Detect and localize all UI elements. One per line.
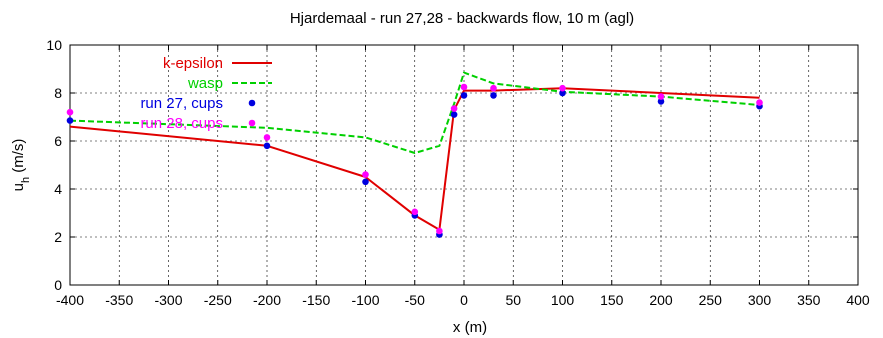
data-point	[460, 83, 468, 91]
data-point	[490, 84, 497, 92]
x-tick-label: 300	[748, 292, 772, 308]
x-tick-label: 100	[551, 292, 575, 308]
legend-label: k-epsilon	[163, 55, 223, 72]
data-point	[559, 84, 566, 92]
x-tick-label: -50	[405, 292, 425, 308]
legend-swatch	[248, 99, 256, 107]
series-1	[69, 71, 760, 154]
data-point	[362, 171, 369, 178]
legend-label: run 28, cups	[140, 115, 223, 132]
x-tick-label: -350	[105, 292, 133, 308]
legend: k-epsilon wasp run 27, cups run 28, cups	[140, 55, 272, 132]
x-axis-label: x (m)	[453, 319, 487, 336]
x-tick-label: 200	[649, 292, 673, 308]
y-tick-label: 4	[54, 181, 62, 197]
series-3	[66, 83, 763, 235]
x-tick-label: -400	[56, 292, 84, 308]
legend-swatch	[248, 119, 256, 127]
data-point	[436, 227, 443, 235]
y-tick-label: 8	[54, 85, 62, 101]
axis-ticks: -400 -350 -300 -250 -200 -150 -100 -50 0 50 100 150…	[46, 37, 869, 308]
data-point	[657, 98, 665, 105]
legend-label: run 27, cups	[140, 95, 223, 112]
data-point	[559, 89, 566, 97]
x-tick-label: 400	[846, 292, 870, 308]
y-tick-label: 6	[54, 133, 62, 149]
series-line	[69, 71, 760, 154]
x-tick-label: 250	[699, 292, 723, 308]
y-axis-label-subscript: h	[20, 177, 32, 183]
y-axis-label: uh (m/s)	[10, 139, 32, 192]
x-tick-label: -150	[302, 292, 330, 308]
y-axis-label-main: u	[10, 183, 27, 191]
chart-title: Hjardemaal - run 27,28 - backwards flow,…	[290, 10, 634, 27]
data-point	[362, 178, 369, 186]
grid	[70, 45, 858, 285]
x-tick-label: 150	[600, 292, 624, 308]
x-tick-label: 50	[505, 292, 521, 308]
x-tick-label: -250	[204, 292, 232, 308]
data-point	[450, 111, 458, 118]
x-tick-label: 350	[797, 292, 821, 308]
data-point	[411, 208, 419, 216]
data-point	[263, 142, 271, 150]
y-tick-label: 2	[54, 229, 62, 245]
data-point	[263, 134, 271, 141]
data-point	[490, 92, 497, 99]
data-point	[66, 117, 74, 124]
data-point	[657, 93, 665, 100]
x-tick-label: -300	[154, 292, 182, 308]
series-layer	[66, 71, 763, 238]
legend-label: wasp	[187, 75, 223, 92]
y-axis-label-unit: (m/s)	[10, 139, 27, 177]
data-point	[450, 105, 458, 112]
y-tick-label: 10	[46, 37, 62, 53]
x-tick-label: -100	[351, 292, 379, 308]
x-tick-label: 0	[460, 292, 468, 308]
x-tick-label: -200	[253, 292, 281, 308]
data-point	[756, 99, 763, 106]
y-tick-label: 0	[54, 277, 62, 293]
data-point	[66, 108, 74, 116]
data-point	[460, 92, 468, 99]
